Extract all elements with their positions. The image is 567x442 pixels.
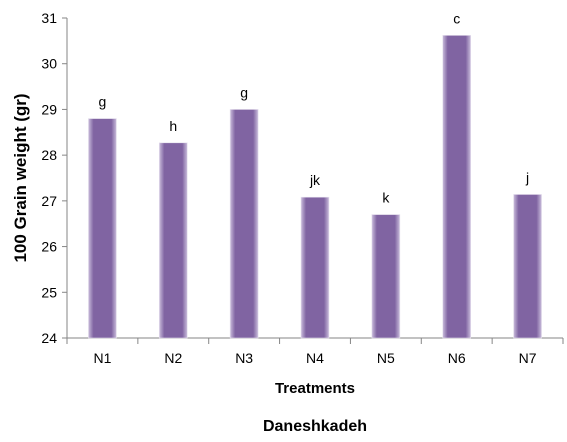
- y-tick-label: 25: [41, 284, 57, 300]
- y-axis: 24 25 26 27 28 29 30 31: [41, 10, 67, 346]
- chart-subtitle: Daneshkadeh: [263, 418, 367, 435]
- bar-n2: [159, 143, 187, 338]
- bar-n7: [514, 194, 542, 338]
- bar-n6: [443, 35, 471, 338]
- y-tick-label: 31: [41, 10, 57, 26]
- x-tick-label: N7: [519, 350, 537, 366]
- bar-letter-label: h: [169, 118, 177, 134]
- y-tick-label: 26: [41, 239, 57, 255]
- bar-n4: [301, 197, 329, 338]
- x-axis: N1 N2 N3 N4 N5 N6 N7: [67, 338, 563, 366]
- bar-n1: [88, 119, 116, 338]
- y-tick-label: 27: [41, 193, 57, 209]
- y-tick-label: 29: [41, 101, 57, 117]
- x-axis-title: Treatments: [275, 380, 355, 397]
- y-tick-label: 28: [41, 147, 57, 163]
- bar-letter-label: g: [99, 94, 107, 110]
- y-axis-title: 100 Grain weight (gr): [11, 93, 30, 262]
- y-tick-label: 24: [41, 330, 57, 346]
- x-tick-label: N3: [235, 350, 253, 366]
- bar-n3: [230, 109, 258, 338]
- bar-letter-label: jk: [309, 172, 321, 188]
- x-tick-label: N2: [164, 350, 182, 366]
- bar-n5: [372, 215, 400, 338]
- x-tick-label: N4: [306, 350, 324, 366]
- bar-letter-label: j: [525, 169, 529, 185]
- bar-letter-label: k: [382, 190, 390, 206]
- bar-letter-label: g: [240, 84, 248, 100]
- x-tick-label: N5: [377, 350, 395, 366]
- x-tick-label: N1: [93, 350, 111, 366]
- bar-letter-label: c: [453, 10, 460, 26]
- x-tick-label: N6: [448, 350, 466, 366]
- y-tick-label: 30: [41, 56, 57, 72]
